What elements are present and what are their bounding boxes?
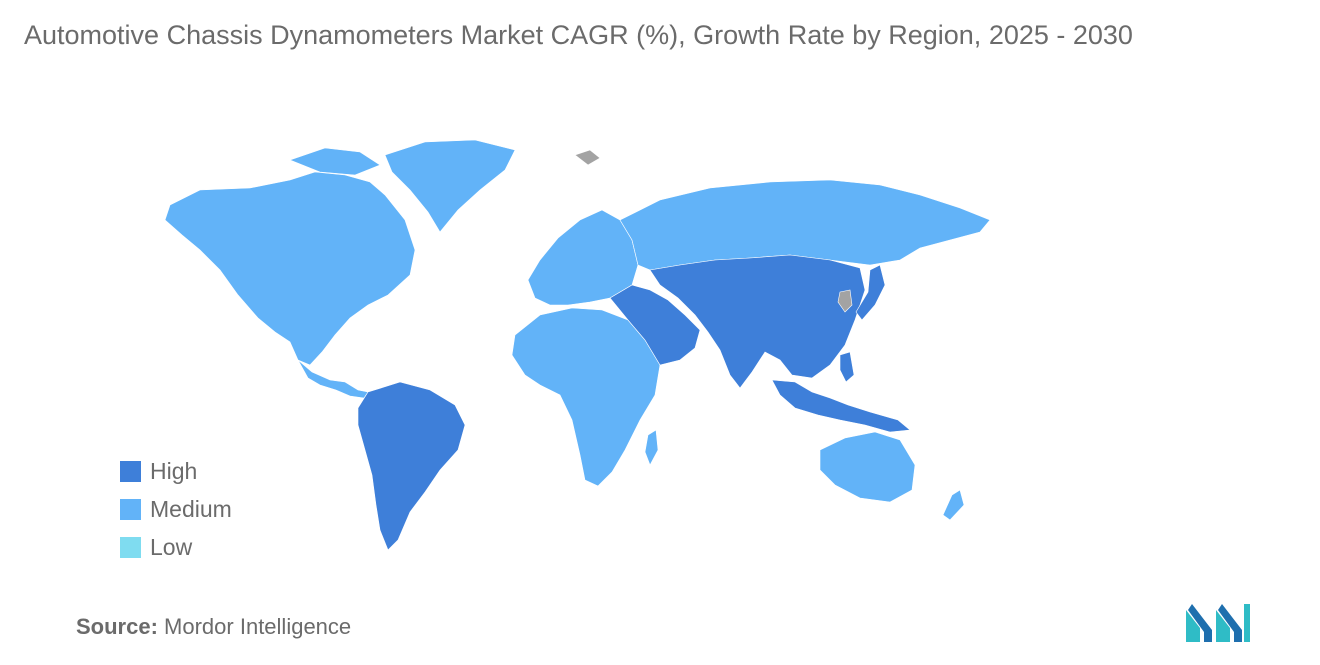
legend-label-medium: Medium [150, 495, 232, 522]
world-map [164, 139, 991, 551]
region-middle-east [609, 284, 701, 366]
region-russia [619, 179, 991, 271]
source-line: Source: Mordor Intelligence [76, 614, 351, 640]
region-korea [837, 289, 853, 313]
region-greenland [384, 139, 516, 233]
region-asia [649, 254, 866, 389]
legend-item-high: High [120, 452, 232, 490]
region-svalbard [574, 149, 601, 166]
region-madagascar [644, 429, 659, 466]
region-new-zealand [942, 489, 965, 521]
region-australia [819, 431, 916, 503]
region-north-america [164, 171, 416, 366]
mordor-logo [1186, 604, 1250, 642]
legend-item-low: Low [120, 528, 232, 566]
source-value: Mordor Intelligence [164, 614, 352, 639]
legend-swatch-high [120, 460, 141, 482]
region-south-america [357, 381, 466, 551]
region-africa [511, 307, 661, 487]
region-japan [855, 264, 886, 321]
region-europe [527, 209, 639, 306]
region-arctic-islands [289, 147, 381, 176]
source-label: Source: [76, 614, 158, 639]
legend-label-high: High [150, 457, 198, 484]
region-philippines [839, 351, 855, 383]
region-central-america [297, 359, 369, 399]
legend-swatch-low [120, 536, 141, 558]
chart-title: Automotive Chassis Dynamometers Market C… [24, 20, 1133, 50]
legend-swatch-medium [120, 498, 141, 520]
map-legend: High Medium Low [120, 452, 232, 566]
legend-label-low: Low [150, 533, 193, 560]
legend-item-medium: Medium [120, 490, 232, 528]
region-southeast-asia [771, 379, 911, 433]
